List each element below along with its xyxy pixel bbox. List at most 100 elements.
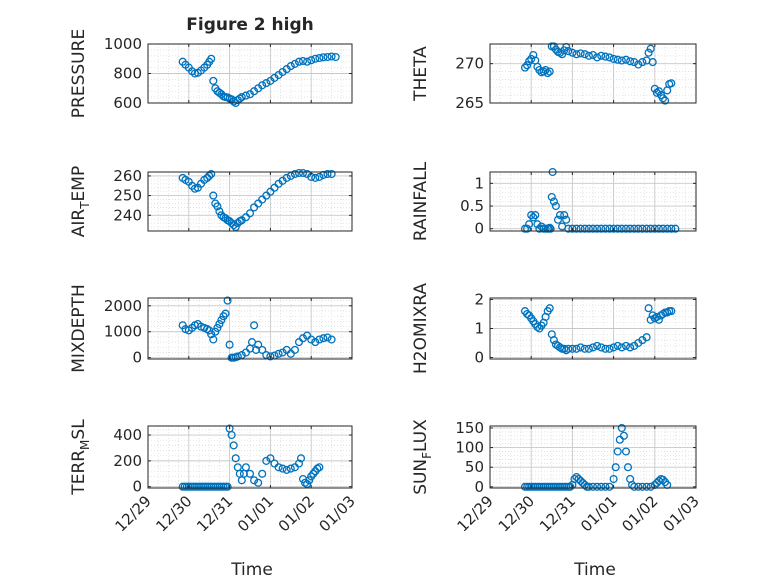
data-point <box>576 343 585 352</box>
data-point <box>250 321 259 330</box>
data-point <box>644 304 653 313</box>
data-point <box>315 463 324 472</box>
data-point <box>634 224 643 233</box>
data-point <box>311 338 320 347</box>
plot-area <box>148 172 352 231</box>
data-point <box>623 463 633 472</box>
y-tick-label: 2 <box>474 290 484 308</box>
subplot-mixdepth: 0 1000 2000 MIXDEPTH <box>69 284 353 373</box>
data-point <box>296 454 306 463</box>
x-tick-label: 01/01 <box>234 492 277 535</box>
data-point <box>274 463 283 472</box>
data-point <box>634 60 643 69</box>
x-tick-label: 01/02 <box>618 492 661 535</box>
data-point <box>241 463 250 472</box>
data-point <box>327 169 336 179</box>
data-point <box>539 67 548 76</box>
data-point <box>613 224 622 233</box>
data-point <box>252 345 261 354</box>
data-point <box>533 220 542 229</box>
data-point <box>282 465 291 474</box>
subplot-pressure: 600 800 1000 PRESSURE <box>69 29 353 118</box>
axes-box <box>147 171 353 232</box>
subplot-theta: 265 270 THETA <box>411 42 697 112</box>
data-point <box>305 476 314 485</box>
data-point <box>584 344 593 353</box>
data-point <box>209 191 218 200</box>
y-tick-label: 1 <box>474 174 484 192</box>
data-point <box>658 224 668 233</box>
data-point <box>262 79 271 88</box>
data-point <box>527 54 536 63</box>
data-point <box>274 349 283 358</box>
y-axis-label: SUNFLUX <box>411 419 434 495</box>
y-axis-label: AIRTEMP <box>69 166 92 237</box>
y-axis-label: PRESSURE <box>69 29 89 118</box>
data-point <box>564 47 573 56</box>
data-point <box>215 319 224 329</box>
axes-box <box>489 171 697 232</box>
data-point <box>241 91 250 100</box>
data-point <box>266 352 275 361</box>
data-point <box>642 333 651 342</box>
data-point <box>605 224 614 233</box>
y-tick-label: 100 <box>455 439 484 457</box>
data-point <box>663 224 672 233</box>
data-point <box>646 224 655 233</box>
data-point <box>213 323 222 332</box>
data-point <box>617 423 626 433</box>
data-point <box>626 224 635 233</box>
x-tick-label: 12/29 <box>454 492 497 535</box>
data-point <box>286 62 295 71</box>
data-point <box>588 343 598 352</box>
data-point <box>549 197 558 206</box>
x-tick-label: 01/02 <box>275 492 318 535</box>
data-point <box>319 334 328 343</box>
data-point <box>207 54 216 63</box>
y-tick-label: 50 <box>465 458 484 476</box>
data-point <box>576 49 585 58</box>
data-point <box>638 224 647 233</box>
data-point <box>278 464 287 473</box>
x-axis-label-left: Time <box>230 560 273 580</box>
data-point <box>621 341 631 350</box>
data-point <box>584 51 593 60</box>
data-point <box>584 224 593 233</box>
data-point <box>611 463 620 472</box>
data-point <box>529 213 538 222</box>
y-tick-label: 0 <box>132 478 142 496</box>
y-tick-label: 240 <box>113 206 142 224</box>
data-point <box>601 224 610 233</box>
data-point <box>605 53 614 62</box>
data-point <box>227 430 236 440</box>
data-point <box>638 58 647 67</box>
data-point <box>229 221 238 230</box>
data-point <box>597 224 606 233</box>
data-point <box>634 482 643 491</box>
x-tick-label: 12/31 <box>193 492 236 535</box>
data-point <box>286 464 295 473</box>
data-point <box>523 61 532 70</box>
data-point <box>307 335 316 344</box>
y-tick-label: 400 <box>113 426 142 444</box>
data-point <box>523 309 532 319</box>
data-point <box>597 51 606 60</box>
y-tick-label: 0.5 <box>460 197 484 215</box>
y-tick-label: 1000 <box>104 35 142 53</box>
data-point <box>613 341 622 350</box>
data-point <box>543 69 552 78</box>
data-point <box>580 344 589 353</box>
data-point <box>319 53 328 62</box>
data-point <box>605 344 614 353</box>
data-point <box>644 48 653 57</box>
y-tick-label: 800 <box>113 65 142 83</box>
x-tick-label: 01/03 <box>660 492 703 535</box>
data-point <box>650 224 659 233</box>
data-point <box>298 56 308 66</box>
subplot-rainfall: 0 0.5 1 RAINFALL <box>411 161 697 241</box>
data-point <box>231 454 240 463</box>
data-point <box>301 478 310 487</box>
data-point <box>654 315 663 324</box>
data-point <box>560 344 569 353</box>
